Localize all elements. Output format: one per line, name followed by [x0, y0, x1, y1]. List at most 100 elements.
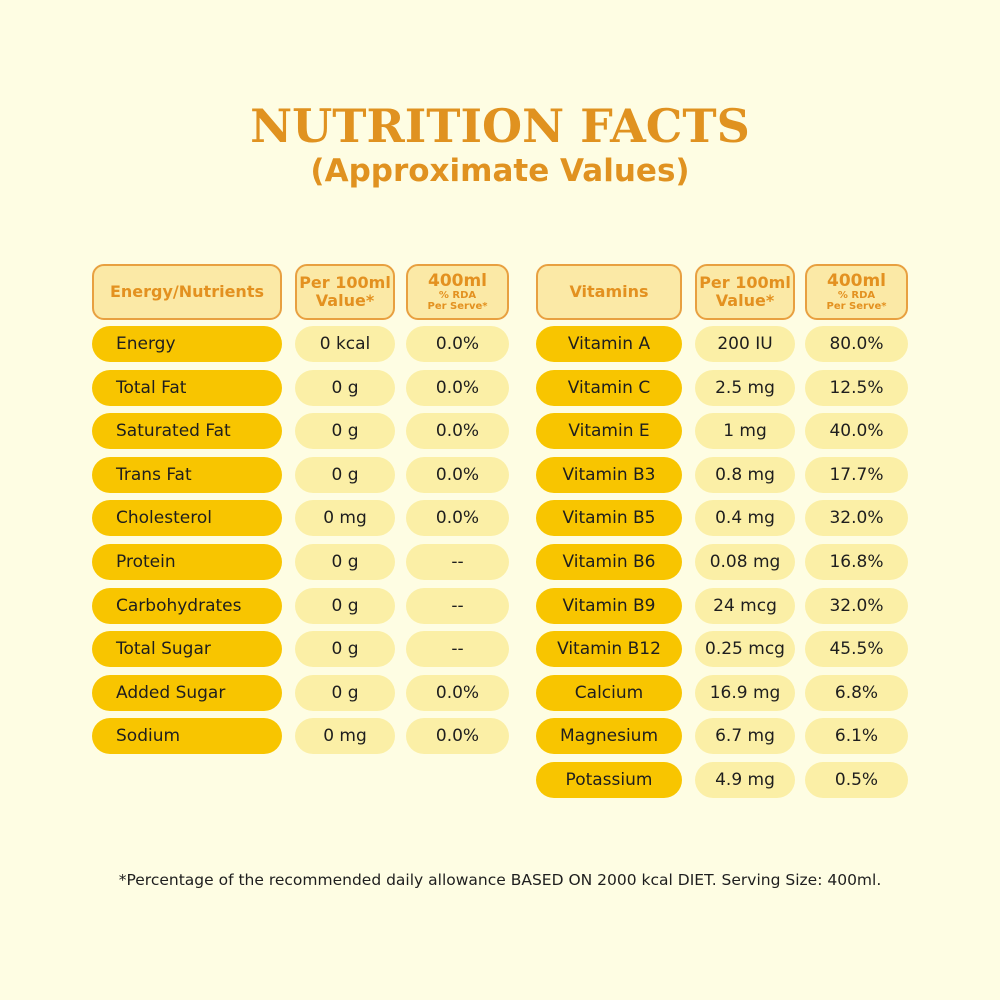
vitamins-per100-header-line2: Value* — [715, 291, 775, 310]
vitamin-per100-cell: 0.8 mg — [695, 456, 795, 493]
nutrient-per100-cell: 0 kcal — [295, 326, 395, 362]
nutrient-per100-cell: 0 g — [295, 543, 395, 580]
vitamin-row: Vitamin B3 0.8 mg 17.7% — [536, 456, 908, 493]
vitamin-name-cell: Vitamin E — [536, 413, 682, 450]
nutrient-per100-cell: 0 g — [295, 631, 395, 668]
nutrient-rda-cell: -- — [406, 631, 509, 668]
nutrient-rda-cell: 0.0% — [406, 413, 509, 450]
vitamins-rda-header-line1: 400ml — [826, 271, 887, 291]
vitamin-row: Vitamin B5 0.4 mg 32.0% — [536, 500, 908, 537]
page-title: NUTRITION FACTS — [250, 99, 750, 153]
nutrient-row: Total Sugar 0 g -- — [92, 631, 509, 668]
nutrients-header-row: Energy/Nutrients Per 100ml Value* 400ml … — [92, 264, 509, 320]
vitamin-rda-cell: 32.0% — [805, 500, 908, 537]
vitamin-name-cell: Magnesium — [536, 718, 682, 755]
vitamin-rda-cell: 6.1% — [805, 718, 908, 755]
vitamin-name-cell: Calcium — [536, 674, 682, 711]
vitamin-name-cell: Vitamin C — [536, 369, 682, 406]
vitamin-per100-cell: 200 IU — [695, 326, 795, 362]
vitamin-row: Calcium 16.9 mg 6.8% — [536, 674, 908, 711]
vitamins-per100-header-line1: Per 100ml — [699, 273, 791, 292]
nutrient-row: Carbohydrates 0 g -- — [92, 587, 509, 624]
nutrient-per100-cell: 0 g — [295, 587, 395, 624]
vitamin-per100-cell: 1 mg — [695, 413, 795, 450]
vitamin-rda-cell: 40.0% — [805, 413, 908, 450]
nutrient-rda-cell: 0.0% — [406, 369, 509, 406]
nutrient-name-cell: Carbohydrates — [92, 587, 282, 624]
nutrient-row: Sodium 0 mg 0.0% — [92, 718, 509, 755]
nutrient-row: Cholesterol 0 mg 0.0% — [92, 500, 509, 537]
nutrients-table: Energy/Nutrients Per 100ml Value* 400ml … — [92, 264, 509, 762]
nutrient-name-cell: Added Sugar — [92, 674, 282, 711]
nutrients-per100-header: Per 100ml Value* — [295, 264, 395, 320]
nutrient-row: Saturated Fat 0 g 0.0% — [92, 413, 509, 450]
vitamin-per100-cell: 24 mcg — [695, 587, 795, 624]
vitamin-per100-cell: 0.25 mcg — [695, 631, 795, 668]
nutrient-rda-cell: 0.0% — [406, 718, 509, 755]
nutrient-rda-cell: 0.0% — [406, 674, 509, 711]
nutrient-name-cell: Protein — [92, 543, 282, 580]
vitamin-row: Vitamin B9 24 mcg 32.0% — [536, 587, 908, 624]
vitamin-row: Magnesium 6.7 mg 6.1% — [536, 718, 908, 755]
vitamin-name-cell: Potassium — [536, 761, 682, 798]
vitamin-rda-cell: 32.0% — [805, 587, 908, 624]
nutrient-rda-cell: -- — [406, 587, 509, 624]
vitamin-per100-cell: 0.4 mg — [695, 500, 795, 537]
vitamins-per100-header: Per 100ml Value* — [695, 264, 795, 320]
vitamin-per100-cell: 4.9 mg — [695, 761, 795, 798]
nutrient-per100-cell: 0 g — [295, 413, 395, 450]
vitamins-rda-header-line3: Per Serve* — [826, 301, 887, 312]
vitamin-row: Vitamin E 1 mg 40.0% — [536, 413, 908, 450]
vitamin-rda-cell: 17.7% — [805, 456, 908, 493]
nutrient-row: Added Sugar 0 g 0.0% — [92, 674, 509, 711]
nutrient-row: Energy 0 kcal 0.0% — [92, 326, 509, 362]
vitamin-rda-cell: 0.5% — [805, 761, 908, 798]
nutrient-rda-cell: 0.0% — [406, 326, 509, 362]
nutrients-name-header-label: Energy/Nutrients — [109, 282, 264, 301]
vitamin-per100-cell: 16.9 mg — [695, 674, 795, 711]
nutrient-row: Total Fat 0 g 0.0% — [92, 369, 509, 406]
vitamin-per100-cell: 2.5 mg — [695, 369, 795, 406]
nutrients-name-header: Energy/Nutrients — [92, 264, 282, 320]
nutrient-per100-cell: 0 mg — [295, 500, 395, 537]
vitamin-row: Vitamin C 2.5 mg 12.5% — [536, 369, 908, 406]
vitamins-rda-header-line2: % RDA — [837, 290, 876, 301]
footnote: *Percentage of the recommended daily all… — [118, 871, 882, 889]
vitamin-rda-cell: 16.8% — [805, 543, 908, 580]
vitamin-name-cell: Vitamin B3 — [536, 456, 682, 493]
nutrient-name-cell: Total Fat — [92, 369, 282, 406]
nutrient-row: Protein 0 g -- — [92, 543, 509, 580]
vitamin-name-cell: Vitamin B12 — [536, 631, 682, 668]
vitamin-name-cell: Vitamin B9 — [536, 587, 682, 624]
nutrients-per100-header-line2: Value* — [315, 291, 375, 310]
vitamin-rda-cell: 80.0% — [805, 326, 908, 362]
vitamin-row: Potassium 4.9 mg 0.5% — [536, 761, 908, 798]
vitamins-header-row: Vitamins Per 100ml Value* 400ml % RDA Pe… — [536, 264, 908, 320]
nutrient-rda-cell: 0.0% — [406, 456, 509, 493]
vitamin-name-cell: Vitamin B5 — [536, 500, 682, 537]
vitamin-row: Vitamin B12 0.25 mcg 45.5% — [536, 631, 908, 668]
nutrient-row: Trans Fat 0 g 0.0% — [92, 456, 509, 493]
nutrients-rda-header-line3: Per Serve* — [427, 301, 488, 312]
nutrients-per100-header-line1: Per 100ml — [299, 273, 391, 292]
nutrient-rda-cell: 0.0% — [406, 500, 509, 537]
vitamin-name-cell: Vitamin B6 — [536, 543, 682, 580]
vitamin-row: Vitamin A 200 IU 80.0% — [536, 326, 908, 362]
nutrients-rda-header-line1: 400ml — [427, 271, 488, 291]
nutrient-per100-cell: 0 mg — [295, 718, 395, 755]
nutrient-per100-cell: 0 g — [295, 369, 395, 406]
nutrients-rda-header: 400ml % RDA Per Serve* — [406, 264, 509, 320]
vitamins-name-header: Vitamins — [536, 264, 682, 320]
nutrient-name-cell: Saturated Fat — [92, 413, 282, 450]
vitamin-rda-cell: 12.5% — [805, 369, 908, 406]
nutrient-name-cell: Trans Fat — [92, 456, 282, 493]
nutrient-name-cell: Total Sugar — [92, 631, 282, 668]
vitamin-per100-cell: 6.7 mg — [695, 718, 795, 755]
nutrient-rda-cell: -- — [406, 543, 509, 580]
nutrient-name-cell: Energy — [92, 326, 282, 362]
nutrient-per100-cell: 0 g — [295, 456, 395, 493]
page-subtitle: (Approximate Values) — [310, 153, 690, 189]
vitamins-name-header-label: Vitamins — [569, 282, 649, 301]
vitamin-name-cell: Vitamin A — [536, 326, 682, 362]
vitamin-per100-cell: 0.08 mg — [695, 543, 795, 580]
